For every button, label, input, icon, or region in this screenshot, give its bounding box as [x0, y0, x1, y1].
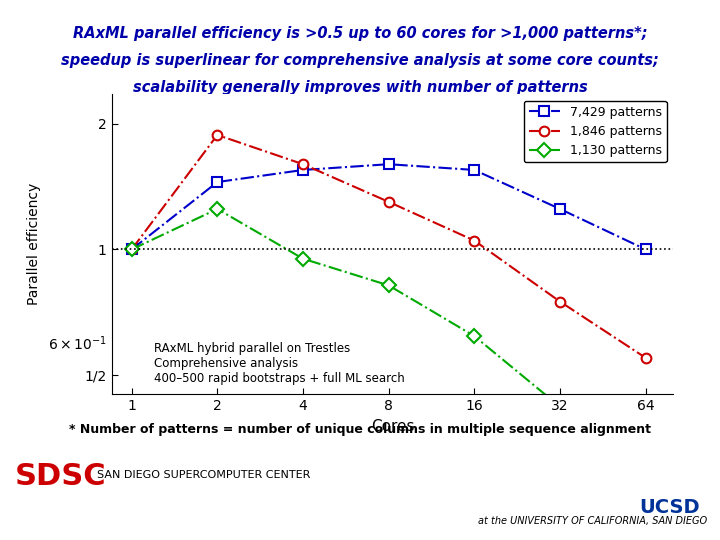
- 1,130 patterns: [127, 246, 136, 253]
- 1,130 patterns: [213, 206, 222, 212]
- 1,130 patterns: [384, 282, 393, 289]
- 1,846 patterns: [556, 298, 564, 305]
- 1,130 patterns: [470, 333, 479, 339]
- 1,130 patterns: [642, 477, 650, 483]
- Legend: 7,429 patterns, 1,846 patterns, 1,130 patterns: 7,429 patterns, 1,846 patterns, 1,130 pa…: [523, 101, 667, 162]
- 7,429 patterns: [213, 179, 222, 185]
- Text: at the UNIVERSITY OF CALIFORNIA, SAN DIEGO: at the UNIVERSITY OF CALIFORNIA, SAN DIE…: [478, 516, 707, 526]
- 1,846 patterns: [299, 161, 307, 167]
- 7,429 patterns: [299, 167, 307, 173]
- Text: SAN DIEGO SUPERCOMPUTER CENTER: SAN DIEGO SUPERCOMPUTER CENTER: [97, 470, 310, 480]
- 7,429 patterns: [470, 167, 479, 173]
- Text: * Number of patterns = number of unique columns in multiple sequence alignment: * Number of patterns = number of unique …: [69, 423, 651, 436]
- Text: RAxML hybrid parallel on Trestles
Comprehensive analysis
400–500 rapid bootstrap: RAxML hybrid parallel on Trestles Compre…: [154, 342, 405, 385]
- 1,130 patterns: [556, 403, 564, 410]
- 1,846 patterns: [127, 246, 136, 253]
- X-axis label: Cores: Cores: [371, 418, 414, 434]
- 1,846 patterns: [470, 238, 479, 244]
- Text: speedup is superlinear for comprehensive analysis at some core counts;: speedup is superlinear for comprehensive…: [61, 53, 659, 68]
- 1,130 patterns: [299, 255, 307, 262]
- 7,429 patterns: [127, 246, 136, 253]
- Text: UCSD: UCSD: [639, 498, 700, 517]
- Text: SDSC: SDSC: [14, 462, 106, 491]
- 1,846 patterns: [642, 355, 650, 361]
- 1,846 patterns: [213, 132, 222, 138]
- 7,429 patterns: [384, 161, 393, 167]
- 7,429 patterns: [642, 246, 650, 253]
- 1,846 patterns: [384, 199, 393, 205]
- Line: 1,846 patterns: 1,846 patterns: [127, 130, 650, 363]
- Y-axis label: Parallel efficiency: Parallel efficiency: [27, 183, 41, 306]
- Line: 7,429 patterns: 7,429 patterns: [127, 159, 650, 254]
- 7,429 patterns: [556, 206, 564, 212]
- Text: RAxML parallel efficiency is >0.5 up to 60 cores for >1,000 patterns*;: RAxML parallel efficiency is >0.5 up to …: [73, 25, 647, 40]
- Text: scalability generally improves with number of patterns: scalability generally improves with numb…: [132, 80, 588, 96]
- Line: 1,130 patterns: 1,130 patterns: [127, 204, 650, 485]
